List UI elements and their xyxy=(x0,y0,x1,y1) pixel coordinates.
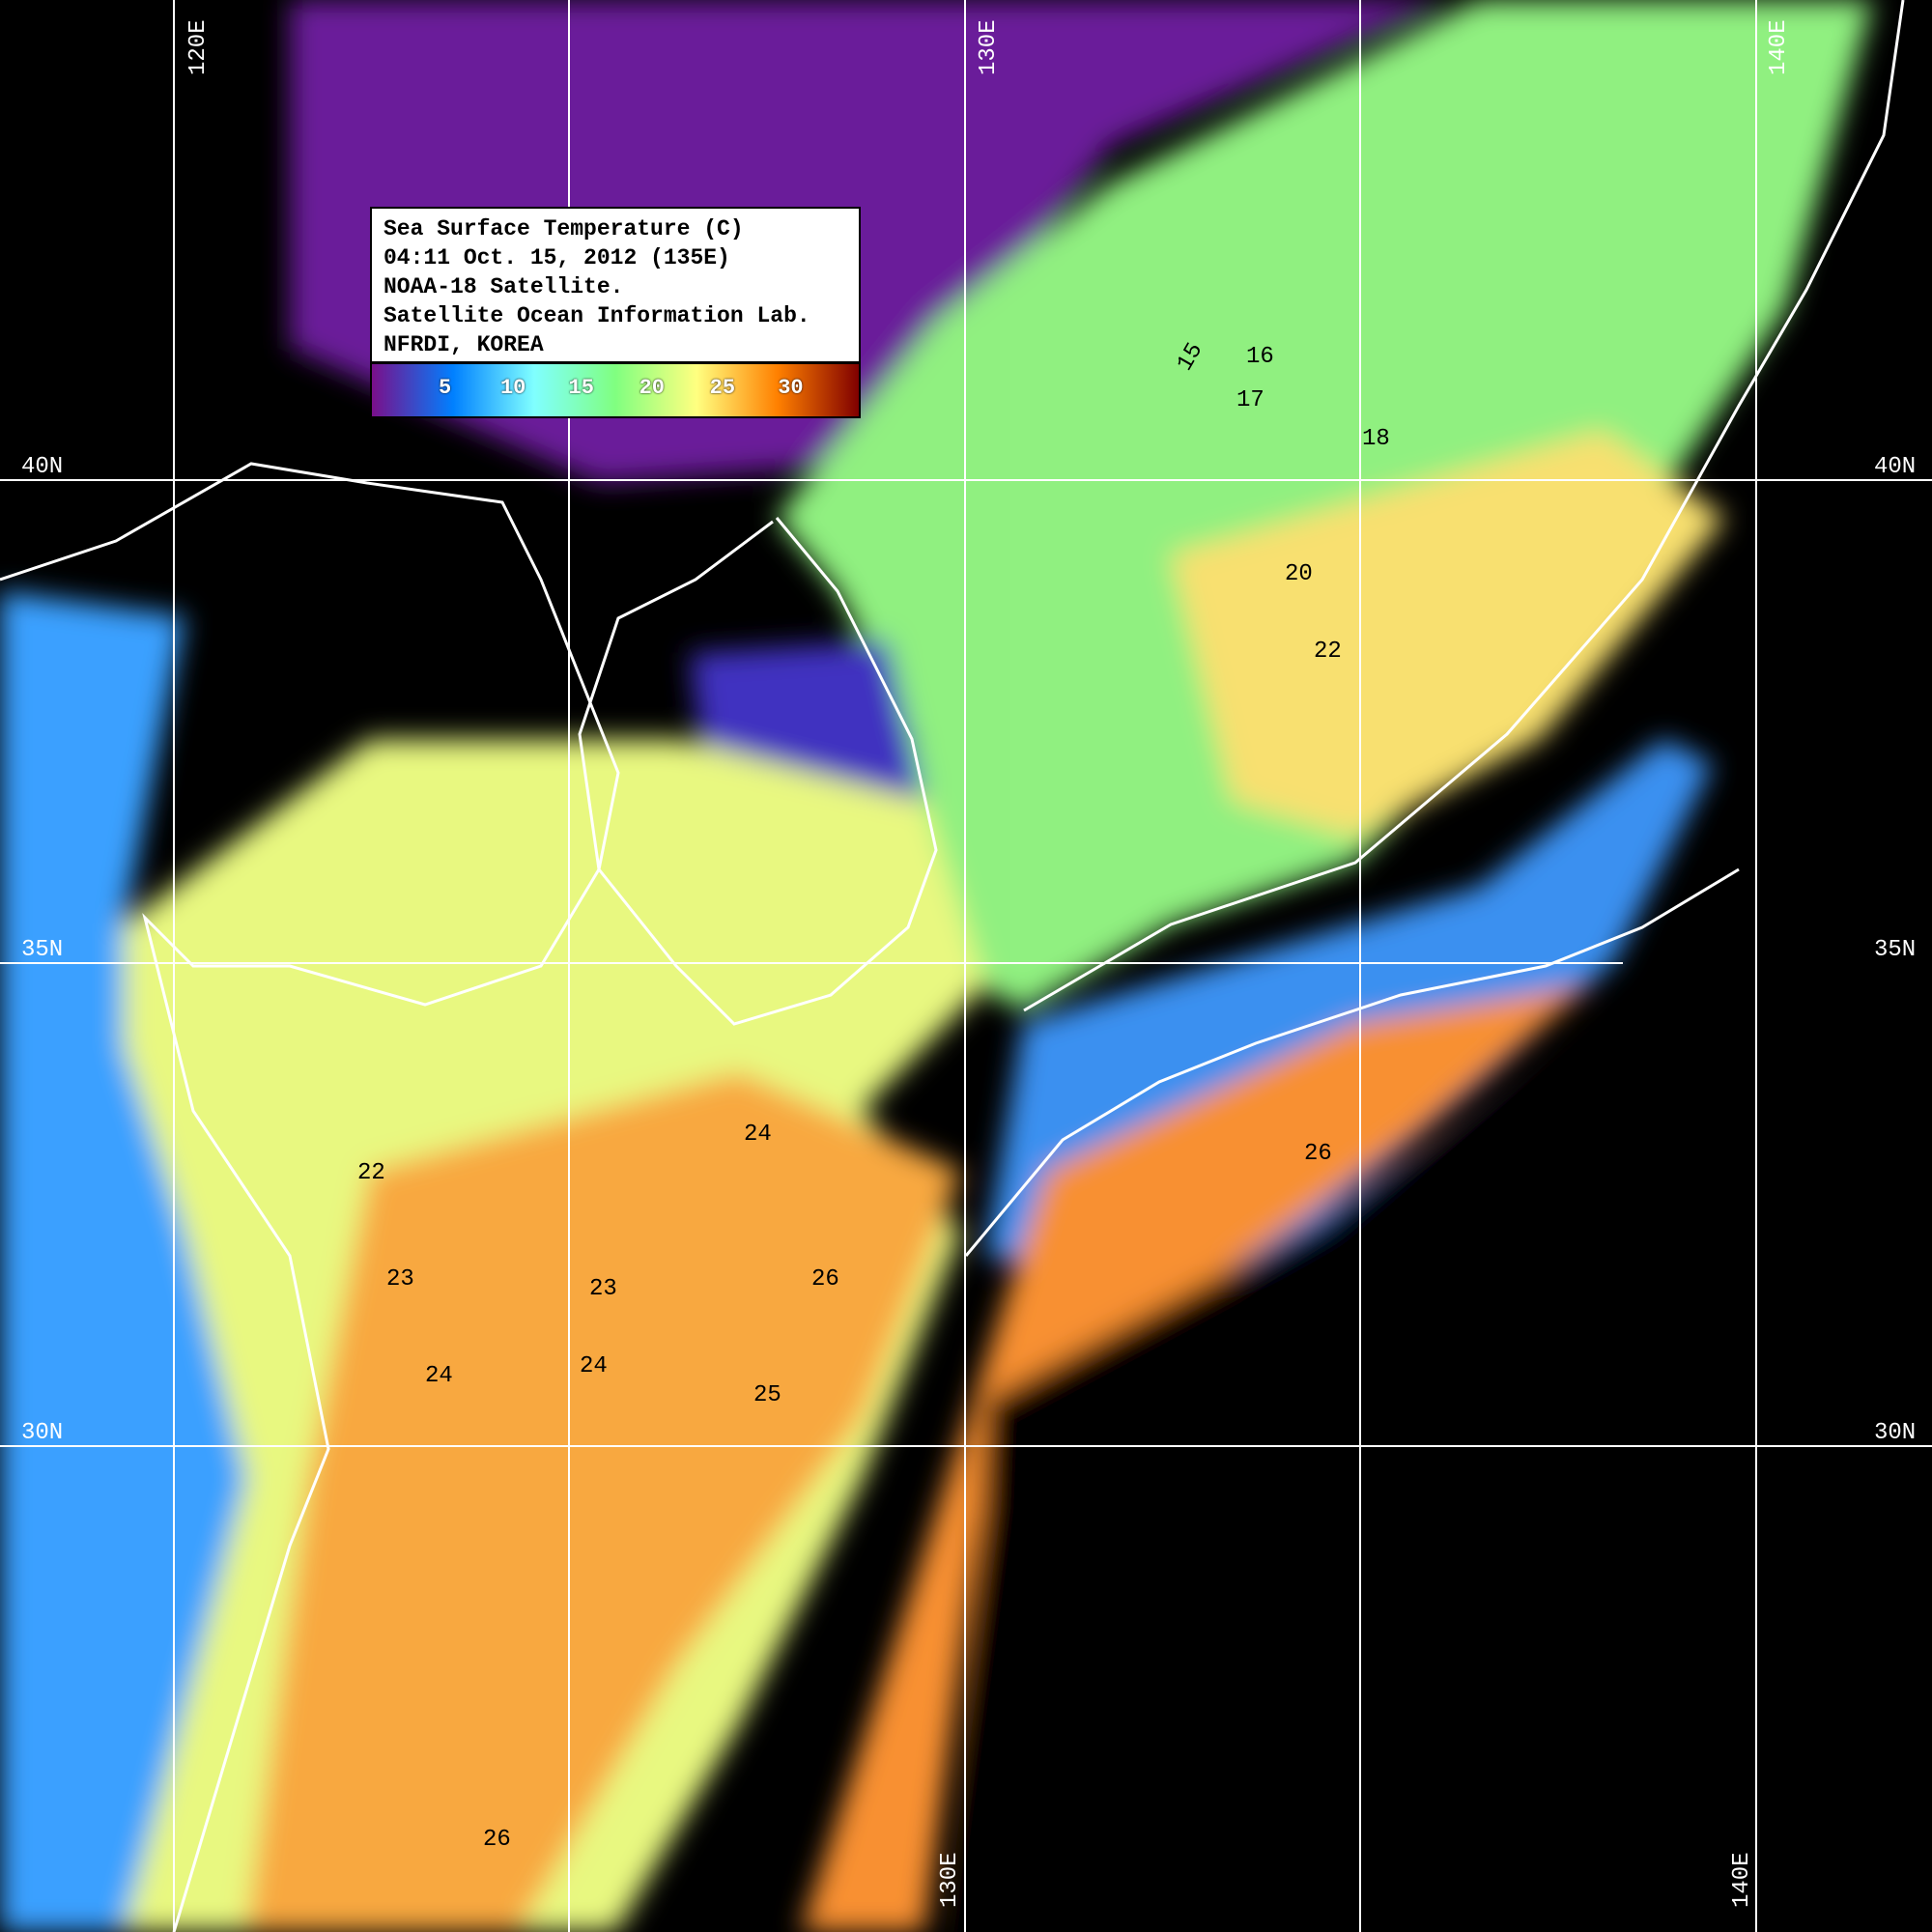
legend-title: Sea Surface Temperature (C) xyxy=(384,216,744,242)
svg-text:24: 24 xyxy=(744,1122,772,1148)
kyushu-coastline xyxy=(964,867,1740,1257)
colorbar-tick: 10 xyxy=(499,376,526,400)
legend-datetime: 04:11 Oct. 15, 2012 (135E) xyxy=(384,245,730,270)
legend-box: Sea Surface Temperature (C) 04:11 Oct. 1… xyxy=(370,207,861,418)
lon-label-140e-top: 140E xyxy=(1766,19,1792,75)
cloud-gap xyxy=(966,869,1932,1932)
japan-coastline xyxy=(1023,0,1905,1012)
svg-text:20: 20 xyxy=(1285,561,1313,587)
svg-text:23: 23 xyxy=(589,1276,617,1302)
china-coastline xyxy=(0,462,620,1932)
lat-label-40n-right: 40N xyxy=(1874,454,1917,480)
pacific-orange-strip xyxy=(801,985,1589,1932)
svg-text:22: 22 xyxy=(357,1160,385,1186)
lon-label-130e-bottom: 130E xyxy=(937,1852,963,1908)
lon-label-140e-bottom: 140E xyxy=(1729,1852,1755,1908)
legend-satellite: NOAA-18 Satellite. xyxy=(384,274,624,299)
svg-text:23: 23 xyxy=(386,1266,414,1293)
svg-text:16: 16 xyxy=(1246,344,1274,370)
lat-label-30n-right: 30N xyxy=(1874,1420,1917,1446)
lon-label-120e-top: 120E xyxy=(185,19,212,75)
svg-text:26: 26 xyxy=(811,1266,839,1293)
svg-text:26: 26 xyxy=(483,1827,511,1853)
svg-text:24: 24 xyxy=(425,1363,453,1389)
colorbar-tick: 20 xyxy=(639,376,665,400)
legend-lab: Satellite Ocean Information Lab. xyxy=(384,303,810,328)
lat-label-30n-left: 30N xyxy=(21,1420,64,1446)
legend-institution: NFRDI, KOREA xyxy=(384,332,544,357)
lat-label-35n-left: 35N xyxy=(21,937,64,963)
lon-label-130e-top: 130E xyxy=(976,19,1002,75)
colorbar: 5 10 15 20 25 30 xyxy=(372,361,859,416)
svg-text:24: 24 xyxy=(580,1353,608,1379)
east-china-sea-orange xyxy=(246,1072,961,1932)
svg-text:22: 22 xyxy=(1314,639,1342,665)
lat-label-40n-left: 40N xyxy=(21,454,64,480)
colorbar-tick: 30 xyxy=(778,376,804,400)
colorbar-tick: 15 xyxy=(568,376,594,400)
svg-text:18: 18 xyxy=(1362,426,1390,452)
lat-label-35n-right: 35N xyxy=(1874,937,1917,963)
svg-text:26: 26 xyxy=(1304,1141,1332,1167)
japan-sea-warm xyxy=(1171,431,1725,838)
japan-sea-green xyxy=(777,0,1873,1010)
korea-coastline xyxy=(578,517,938,1026)
svg-text:17: 17 xyxy=(1236,387,1264,413)
colorbar-tick: 25 xyxy=(709,376,736,400)
legend-text: Sea Surface Temperature (C) 04:11 Oct. 1… xyxy=(372,209,859,361)
colorbar-tick: 5 xyxy=(438,376,452,400)
svg-text:25: 25 xyxy=(753,1382,781,1408)
